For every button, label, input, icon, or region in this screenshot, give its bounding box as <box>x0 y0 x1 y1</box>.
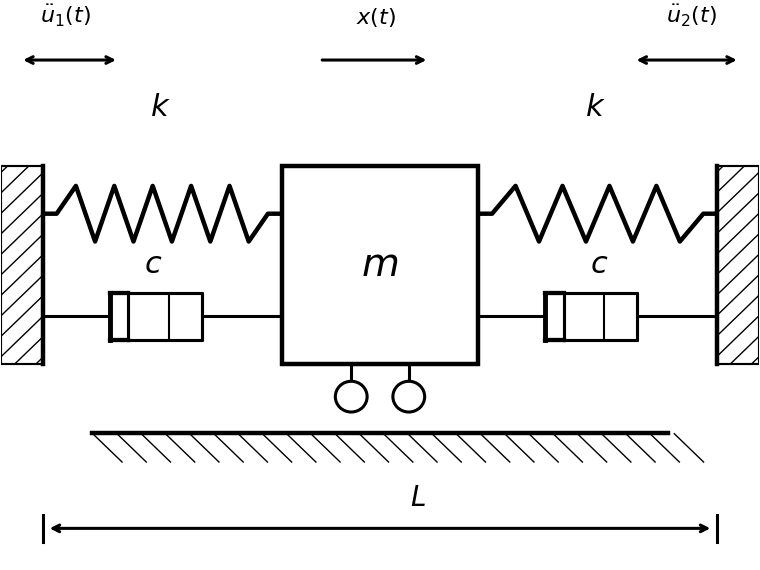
Text: $c$: $c$ <box>144 250 162 279</box>
Bar <box>128 293 201 340</box>
Circle shape <box>335 381 367 412</box>
Text: $k$: $k$ <box>585 93 606 122</box>
Bar <box>281 166 479 364</box>
Text: $L$: $L$ <box>410 484 426 512</box>
Bar <box>564 293 637 340</box>
Text: $c$: $c$ <box>591 250 609 279</box>
Text: $x(t)$: $x(t)$ <box>356 6 396 29</box>
Text: $m$: $m$ <box>362 246 398 284</box>
Text: $\ddot{u}_2(t)$: $\ddot{u}_2(t)$ <box>667 3 717 29</box>
Text: $k$: $k$ <box>150 93 171 122</box>
Bar <box>2 166 43 364</box>
Text: $\ddot{u}_1(t)$: $\ddot{u}_1(t)$ <box>40 3 91 29</box>
Circle shape <box>393 381 425 412</box>
Bar <box>717 166 758 364</box>
